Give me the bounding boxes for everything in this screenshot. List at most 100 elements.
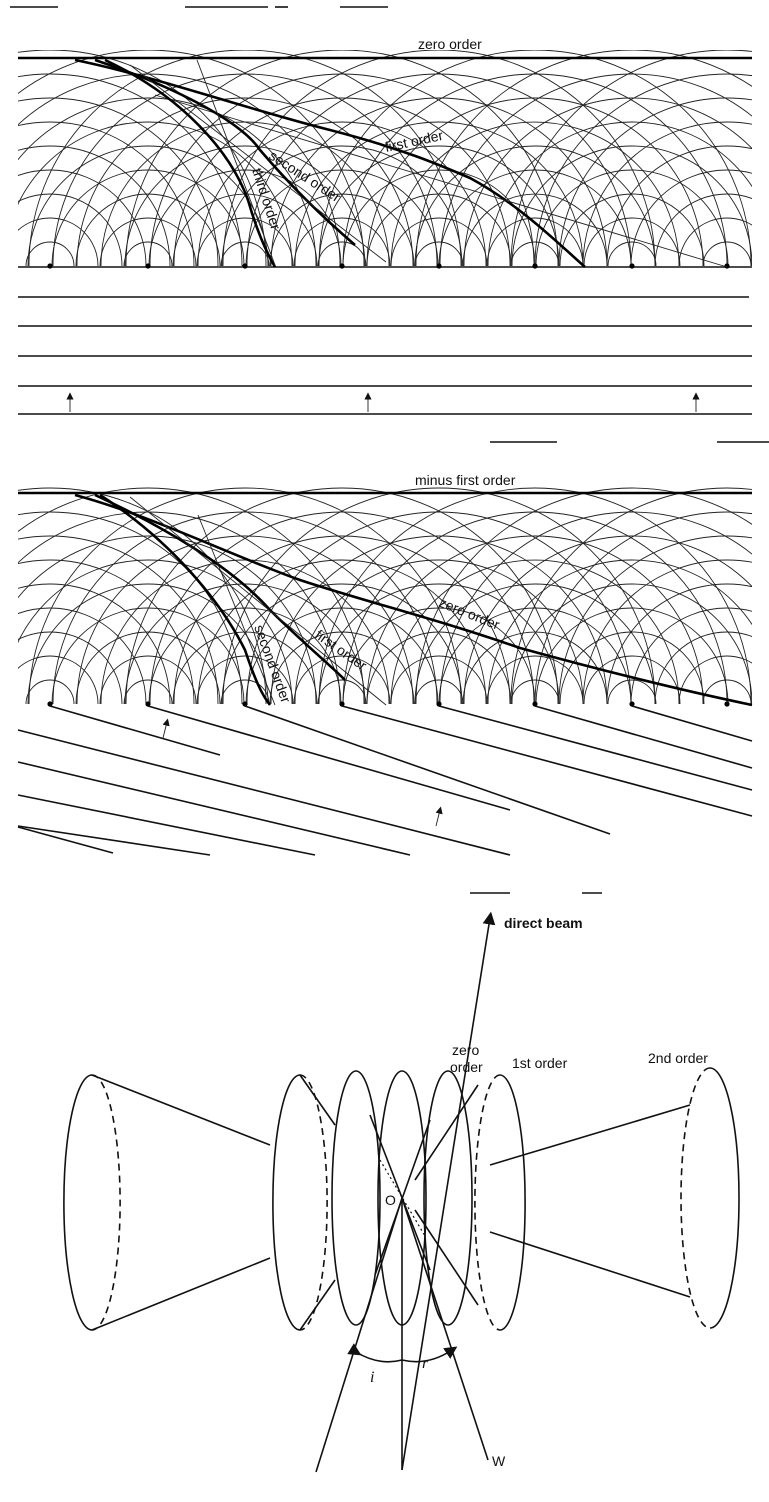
wavelet-arc [654,193,752,267]
wavelet-arc [510,487,752,704]
panel-oblique-incidence: minus first order zero order first order… [17,441,769,856]
wavelet-arc [607,679,657,704]
wavelet-arc [510,50,752,267]
wavelet-arc [99,655,197,704]
wavelet-arc [534,73,752,267]
wavelet-arc [222,50,656,267]
wavelet-arc [18,73,243,267]
wavelet-arc [149,73,535,267]
scatterer-dot [242,701,248,707]
wavelet-arc [18,193,123,267]
wavelet-arc [318,487,752,704]
wavelet-arc [318,50,752,267]
wavelet-arc [511,583,752,704]
wavelet-arc [390,559,680,704]
wavelet-arc [18,631,123,704]
wavelet-arc [18,217,99,267]
wavelet-arc [123,679,173,704]
wavelet-arc [535,607,729,704]
wavelet-arc [25,241,75,267]
wavelet-arc [18,50,267,267]
wavelet-arc [18,487,365,704]
wavelet-arc [558,97,752,267]
wavelet-arc [18,97,317,267]
wavelet-arc [28,50,462,267]
wavelet-arc [294,121,584,267]
oblique-wavefront [17,761,411,856]
label-angle-i: i [370,1369,374,1386]
wavelet-arc [438,169,632,267]
wavelet-arc [18,511,243,704]
incident-ray [315,1197,403,1473]
wavelet-arc [342,511,728,704]
wavelet-arc [173,97,511,267]
wavelet-arc [583,655,681,704]
wavelet-arc [18,73,341,267]
wavelet-arc [535,169,729,267]
wavelet-arc [439,511,752,704]
second-order-guide [129,64,387,263]
wavelet-arc [487,559,752,704]
wavelet-arc [18,583,171,704]
wavelet-arc [18,655,99,704]
oblique-wavefront [244,705,611,835]
wavelet-arc [75,631,221,704]
up-arrow-icon [435,806,443,827]
label-minus-first-order: minus first order [415,472,516,488]
wavelet-arc [18,535,219,704]
wavelet-arc [221,145,463,267]
label-zero-order: zero order [418,36,482,52]
scatterer-dot [47,263,53,269]
wavelet-arc [197,559,487,704]
wavelet-arc [317,241,367,267]
wavelet-arc [582,121,752,267]
panel-diffraction-cones: direct beam [63,892,740,1473]
wavelet-arc [439,73,752,267]
wavelet-arc [462,631,608,704]
oblique-wavefront [631,705,753,742]
oblique-wavefront [147,705,511,811]
wavelet-arc [583,217,681,267]
wavelet-arc [317,679,367,704]
wavelet-arc [246,511,632,704]
wavelet-arc [76,97,414,267]
oblique-wavefront [17,825,211,856]
second-order-wavefront [94,58,356,246]
third-order-wavefront [104,58,277,268]
panel-normal-incidence: zero order first order second order thir… [10,6,752,415]
wavelet-arc [28,487,462,704]
cone-generators [369,1084,691,1306]
scatterer-dot [724,263,730,269]
scatterer-dot [629,263,635,269]
wavelet-arc [222,487,656,704]
wavelet-arc [559,631,705,704]
scatterer-dot [242,263,248,269]
wavelet-arc [342,73,728,267]
second-order-wavefront [99,493,272,706]
wavelet-arc [342,607,536,704]
wavelet-arc [678,217,752,267]
scatterer-dot [629,701,635,707]
scatterer-dot [436,701,442,707]
wavelet-arc [390,121,680,267]
wavelet-arc [606,145,752,267]
wavelet-arc [25,679,75,704]
wavelet-arc [559,193,705,267]
scatterer-dot [47,701,53,707]
wavelet-arc [76,535,414,704]
wavelet-arc [124,145,366,267]
incident-wavefronts [17,705,753,856]
wavelet-arc [414,145,656,267]
wavelet-arc [390,217,488,267]
zero-order-wavefront [74,493,753,707]
wavelet-arc [196,217,294,267]
oblique-wavefront [17,794,316,856]
wavelet-arc [558,535,752,704]
scatterer-dot [145,701,151,707]
first-order-guide [129,496,387,706]
label-first-order: 1st order [512,1055,568,1071]
wavelet-arc [510,679,560,704]
third-order-guide [196,59,276,266]
label-zero-order-line2: order [450,1059,483,1075]
